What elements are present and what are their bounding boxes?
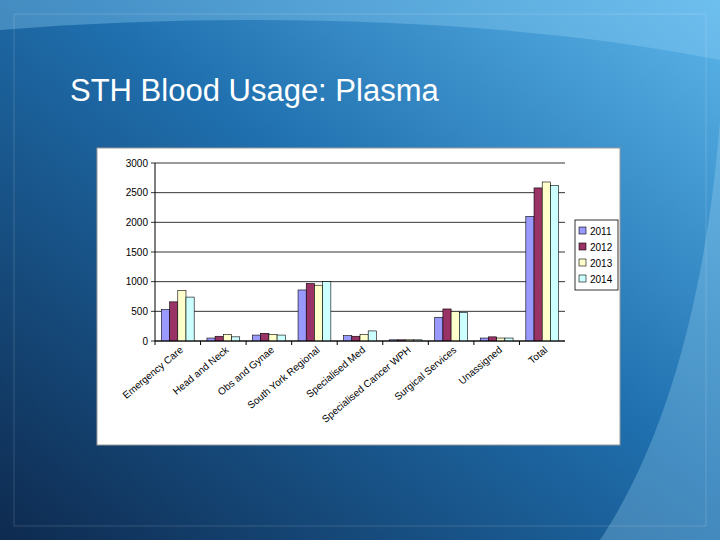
bar (526, 216, 534, 341)
grid-line (155, 163, 565, 164)
legend-label: 2013 (590, 258, 613, 269)
y-tick-label: 0 (142, 336, 148, 347)
y-tick (151, 252, 155, 253)
bar (368, 331, 376, 341)
bar (298, 290, 306, 341)
x-tick (200, 341, 201, 345)
bar (252, 335, 260, 341)
y-tick (151, 311, 155, 312)
x-tick-label: Unassigned (456, 344, 504, 386)
slide-background (0, 0, 720, 540)
grid-line (155, 192, 565, 193)
legend-label: 2011 (590, 226, 612, 237)
bar (223, 334, 231, 341)
bar (232, 337, 240, 341)
bar (186, 297, 194, 341)
y-tick-label: 1500 (126, 247, 149, 258)
legend-label: 2012 (590, 242, 613, 253)
legend-swatch (579, 243, 586, 250)
x-tick (473, 341, 474, 345)
bar (261, 333, 269, 341)
bars (161, 182, 558, 341)
x-axis (155, 341, 565, 342)
grid-line (155, 252, 565, 253)
bar (459, 313, 467, 341)
y-tick (151, 341, 155, 342)
x-tick (337, 341, 338, 345)
x-tick-label: Surgical Services (392, 344, 458, 402)
bar (534, 188, 542, 341)
y-tick-label: 1000 (126, 276, 149, 287)
y-tick (151, 222, 155, 223)
bar (542, 182, 550, 341)
bar (314, 285, 322, 341)
x-tick-label: Specialised Cancer WPH (320, 344, 413, 425)
grid-line (155, 341, 565, 342)
bar (277, 335, 285, 341)
grid-line (155, 311, 565, 312)
bar (161, 310, 169, 341)
slide-title: STH Blood Usage: Plasma (70, 73, 439, 108)
y-tick (151, 163, 155, 164)
y-tick-label: 2000 (126, 217, 149, 228)
bar (443, 309, 451, 341)
slide-frame (14, 14, 706, 526)
x-tick (291, 341, 292, 345)
y-tick-label: 500 (131, 306, 148, 317)
x-tick (428, 341, 429, 345)
bar (269, 334, 277, 341)
y-tick (151, 192, 155, 193)
x-tick (246, 341, 247, 345)
y-tick-label: 2500 (126, 187, 149, 198)
bar (352, 336, 360, 341)
bar (215, 336, 223, 341)
legend-box (575, 220, 618, 290)
bar (178, 291, 186, 341)
x-tick-label: South York Regional (245, 344, 321, 411)
bar (170, 302, 178, 341)
x-tick (155, 341, 156, 345)
x-tick (382, 341, 383, 345)
bar (451, 311, 459, 341)
x-tick (519, 341, 520, 345)
grid-line (155, 222, 565, 223)
bar (344, 336, 352, 341)
legend-swatch (579, 259, 586, 266)
legend-label: 2014 (590, 274, 613, 285)
x-tick-label: Total (526, 344, 549, 366)
chart-panel (97, 148, 620, 445)
bar (306, 283, 314, 341)
bar (435, 317, 443, 341)
y-tick (151, 281, 155, 282)
y-tick-label: 3000 (126, 158, 149, 169)
legend-swatch (579, 227, 586, 234)
bar (323, 282, 331, 341)
bar (488, 337, 496, 341)
grid-line (155, 281, 565, 282)
slide-decor (0, 0, 720, 60)
bar (550, 186, 558, 341)
bar (360, 334, 368, 341)
legend-swatch (579, 275, 586, 282)
y-axis (155, 163, 156, 341)
